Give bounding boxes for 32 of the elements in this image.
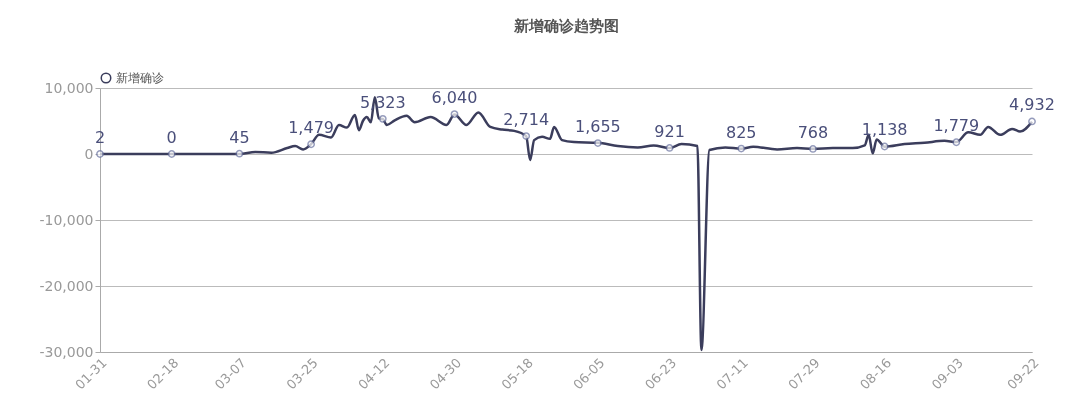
data-label: 2,714 (503, 110, 550, 130)
data-label: 1,138 (861, 120, 908, 140)
y-tick-label: -30,000 (39, 343, 94, 360)
data-label: 45 (229, 127, 250, 147)
point (952, 138, 961, 147)
data-label: 0 (166, 128, 177, 147)
chart-title: 新增确诊趋势图 (512, 17, 619, 35)
data-label: 2 (94, 127, 106, 147)
point (235, 149, 244, 158)
point (665, 144, 674, 152)
point (522, 132, 531, 140)
y-tick-label: 10,000 (44, 79, 94, 96)
data-label: 825 (725, 122, 757, 142)
data-label: 768 (797, 122, 829, 142)
data-label: 1,479 (288, 118, 334, 138)
y-tick-label: -20,000 (39, 277, 94, 294)
y-tick-label: -10,000 (39, 211, 94, 228)
y-tick-label: 0 (84, 145, 94, 162)
point (450, 110, 459, 119)
point (809, 145, 817, 153)
point (880, 142, 889, 151)
data-label: 921 (654, 121, 685, 141)
point (1028, 117, 1036, 126)
data-label: 6,040 (431, 88, 478, 108)
point (307, 140, 316, 149)
legend-label: 新增确诊 (116, 71, 164, 85)
point (378, 114, 387, 123)
data-label: 1,655 (574, 117, 621, 137)
point (593, 139, 602, 147)
point (737, 144, 746, 153)
data-label: 1,779 (933, 116, 980, 136)
data-label: 4,932 (1009, 95, 1055, 115)
